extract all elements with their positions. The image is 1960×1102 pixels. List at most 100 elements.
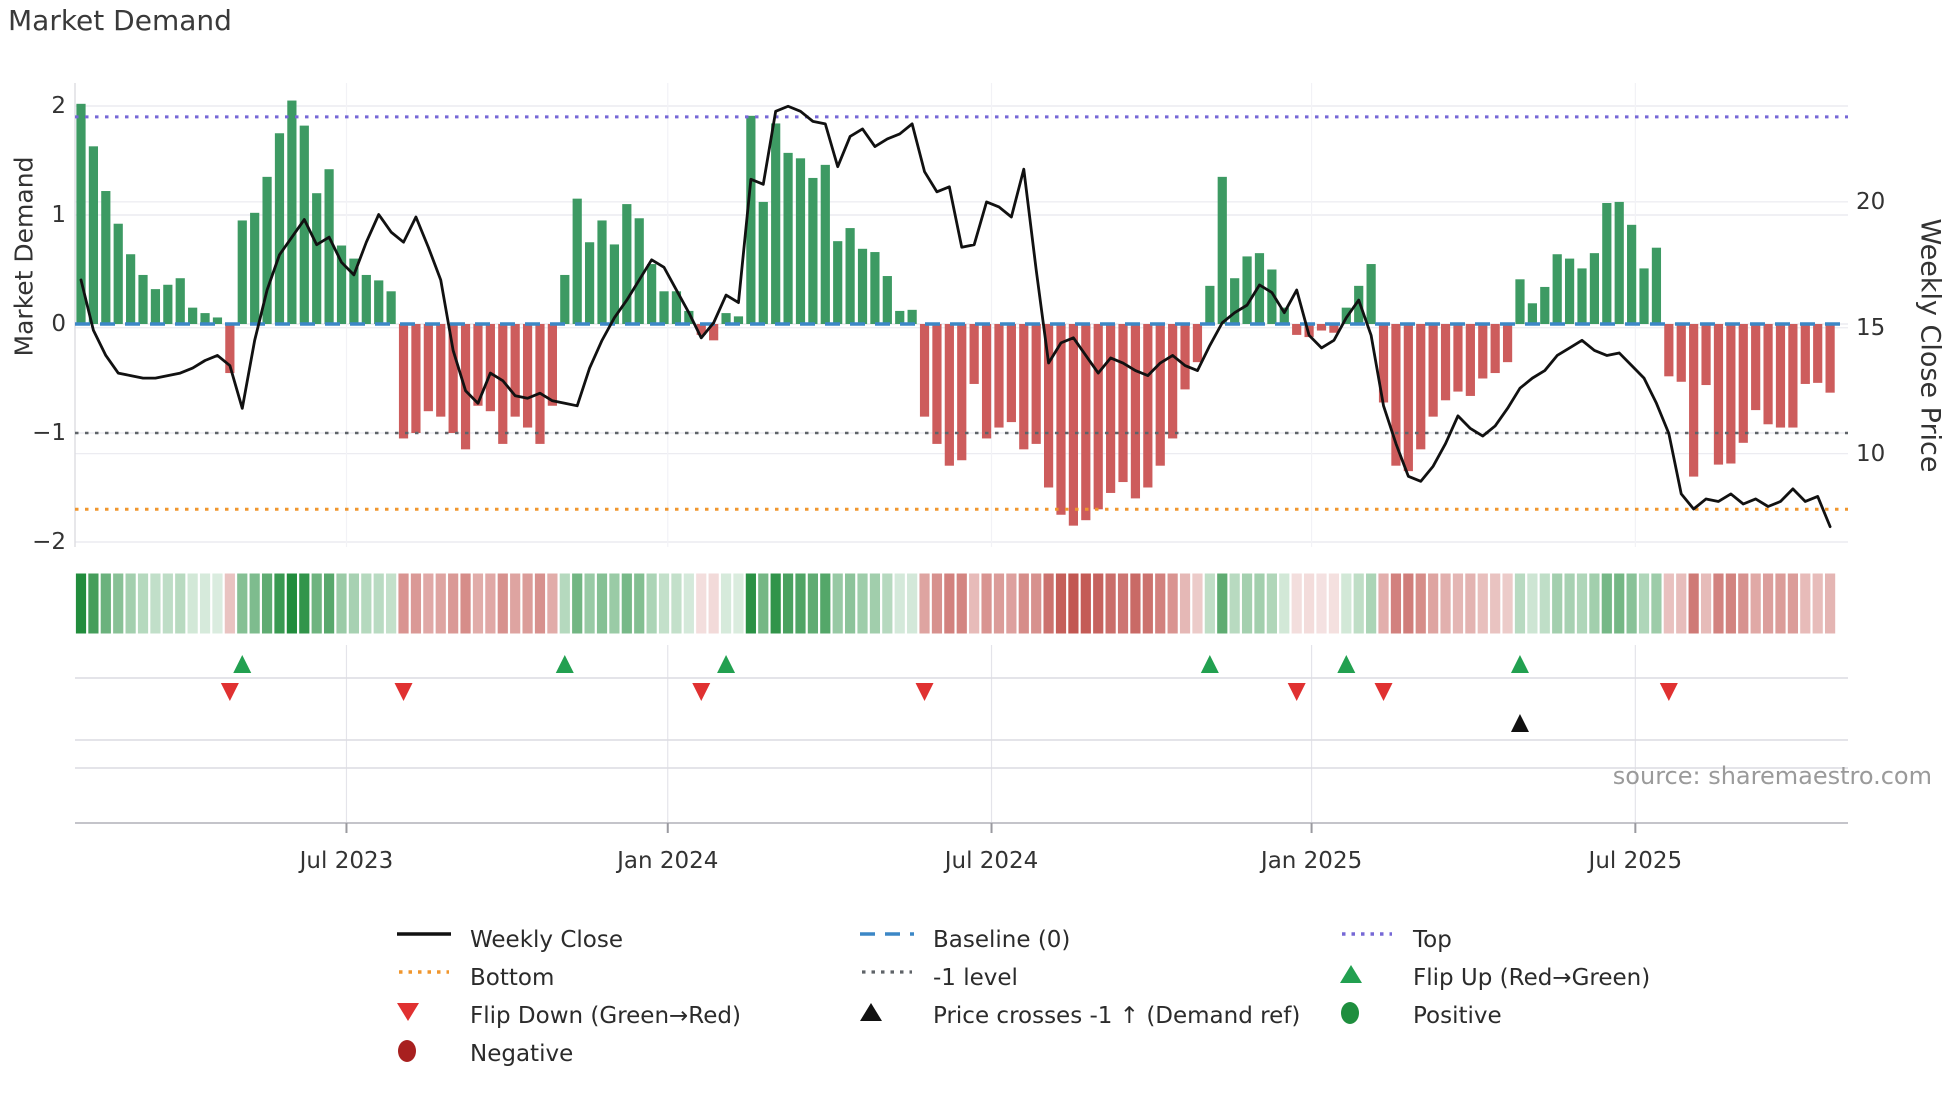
heatmap-cell — [198, 572, 212, 635]
flip-down-marker — [1659, 683, 1678, 701]
demand-bar — [1800, 324, 1810, 384]
demand-bar — [1689, 324, 1699, 477]
demand-bar — [820, 164, 830, 324]
demand-bar — [1726, 324, 1736, 464]
demand-bar — [696, 324, 706, 335]
demand-bar — [250, 212, 260, 324]
demand-bar — [436, 324, 446, 417]
demand-bar — [1068, 324, 1078, 526]
legend-label: Weekly Close — [470, 927, 623, 953]
demand-bar — [1118, 324, 1128, 483]
heatmap-cell — [707, 572, 720, 635]
heatmap-cell — [1017, 572, 1030, 635]
flip-up-marker — [1200, 655, 1219, 673]
heatmap-cell — [1563, 572, 1576, 635]
heatmap-cell — [1377, 572, 1390, 635]
demand-bar — [1589, 253, 1600, 324]
demand-bar — [1713, 324, 1724, 465]
demand-bar — [609, 244, 620, 324]
heatmap-cell — [1216, 572, 1229, 635]
heatmap-cell — [1712, 572, 1725, 635]
heatmap-cell — [595, 572, 609, 635]
demand-bar — [1614, 201, 1624, 324]
heatmap-cell — [87, 572, 100, 635]
heatmap-cell — [248, 572, 261, 635]
demand-bar — [1490, 324, 1500, 374]
demand-bar — [101, 191, 111, 324]
heatmap-cell — [1687, 572, 1700, 635]
demand-bar — [411, 324, 421, 433]
legend-label: Bottom — [470, 965, 555, 991]
heatmap-cell — [211, 572, 224, 635]
heatmap-cell — [1451, 572, 1465, 635]
demand-bar — [299, 125, 309, 325]
demand-bar — [485, 324, 495, 412]
demand-bar — [1378, 324, 1389, 403]
heatmap-cell — [769, 572, 782, 635]
demand-bar — [560, 274, 570, 324]
demand-bar — [212, 317, 223, 324]
heatmap-cell — [509, 572, 522, 635]
heatmap-cell — [1786, 572, 1799, 635]
heatmap-cell — [633, 572, 646, 635]
legend-label: Top — [1413, 927, 1452, 953]
demand-bar — [448, 324, 458, 433]
x-tick-label: Jul 2023 — [299, 848, 394, 874]
source-note: source: sharemaestro.com — [1612, 762, 1932, 790]
flip-down-marker — [692, 683, 711, 701]
heatmap-cell — [1129, 572, 1142, 635]
heatmap-cell — [1650, 572, 1663, 635]
heatmap-cell — [1178, 572, 1192, 635]
heatmap-cell — [161, 572, 174, 635]
heatmap-cell — [1265, 572, 1278, 635]
demand-bar — [1788, 324, 1798, 428]
legend-label: Negative — [470, 1041, 574, 1067]
heatmap-cell — [397, 572, 410, 635]
heatmap-cell — [881, 572, 894, 635]
demand-bar — [1254, 253, 1265, 324]
heatmap-cell — [1030, 572, 1043, 635]
demand-bar — [76, 103, 86, 324]
demand-bar — [795, 158, 806, 324]
heatmap-cell — [657, 572, 671, 635]
demand-bar — [709, 324, 719, 341]
demand-bar — [932, 324, 942, 444]
heatmap-cell — [1799, 572, 1812, 635]
demand-bar — [870, 252, 880, 324]
legend-item-price-cross: Price crosses -1 ↑ (Demand ref) — [858, 1000, 1300, 1032]
demand-bar — [1627, 224, 1637, 324]
y-axis-title-right: Weekly Close Price — [1914, 218, 1946, 473]
heatmap-cell — [831, 572, 844, 635]
demand-bar — [833, 241, 843, 324]
heatmap-cell — [372, 572, 385, 635]
heatmap-cell — [670, 572, 683, 635]
demand-bar — [1056, 324, 1066, 515]
heatmap-cell — [1600, 572, 1613, 635]
demand-bar — [1081, 324, 1091, 521]
heatmap-cell — [645, 572, 658, 635]
demand-bar — [126, 254, 136, 324]
legend-item-top: Top — [1338, 924, 1452, 956]
heatmap-cell — [906, 572, 919, 635]
heatmap-cell — [695, 572, 708, 635]
demand-bar — [659, 291, 669, 324]
heatmap-cell — [943, 572, 956, 635]
y-right-tick-label: 10 — [1856, 440, 1886, 467]
demand-bar — [237, 220, 247, 324]
legend-item-flip-down: Flip Down (Green→Red) — [395, 1000, 741, 1032]
demand-bar — [547, 324, 557, 406]
flip-down-marker — [394, 683, 413, 701]
demand-bar — [907, 309, 917, 324]
demand-bar — [1279, 307, 1289, 324]
demand-bar — [1639, 268, 1649, 324]
heatmap-cell — [1575, 572, 1589, 635]
heatmap-cell — [112, 572, 125, 635]
heatmap-cell — [1327, 572, 1341, 635]
demand-bar — [386, 291, 396, 324]
heatmap-cell — [347, 572, 361, 635]
heatmap-cell — [744, 572, 757, 635]
heatmap-cell — [385, 572, 398, 635]
demand-bar — [361, 274, 371, 324]
